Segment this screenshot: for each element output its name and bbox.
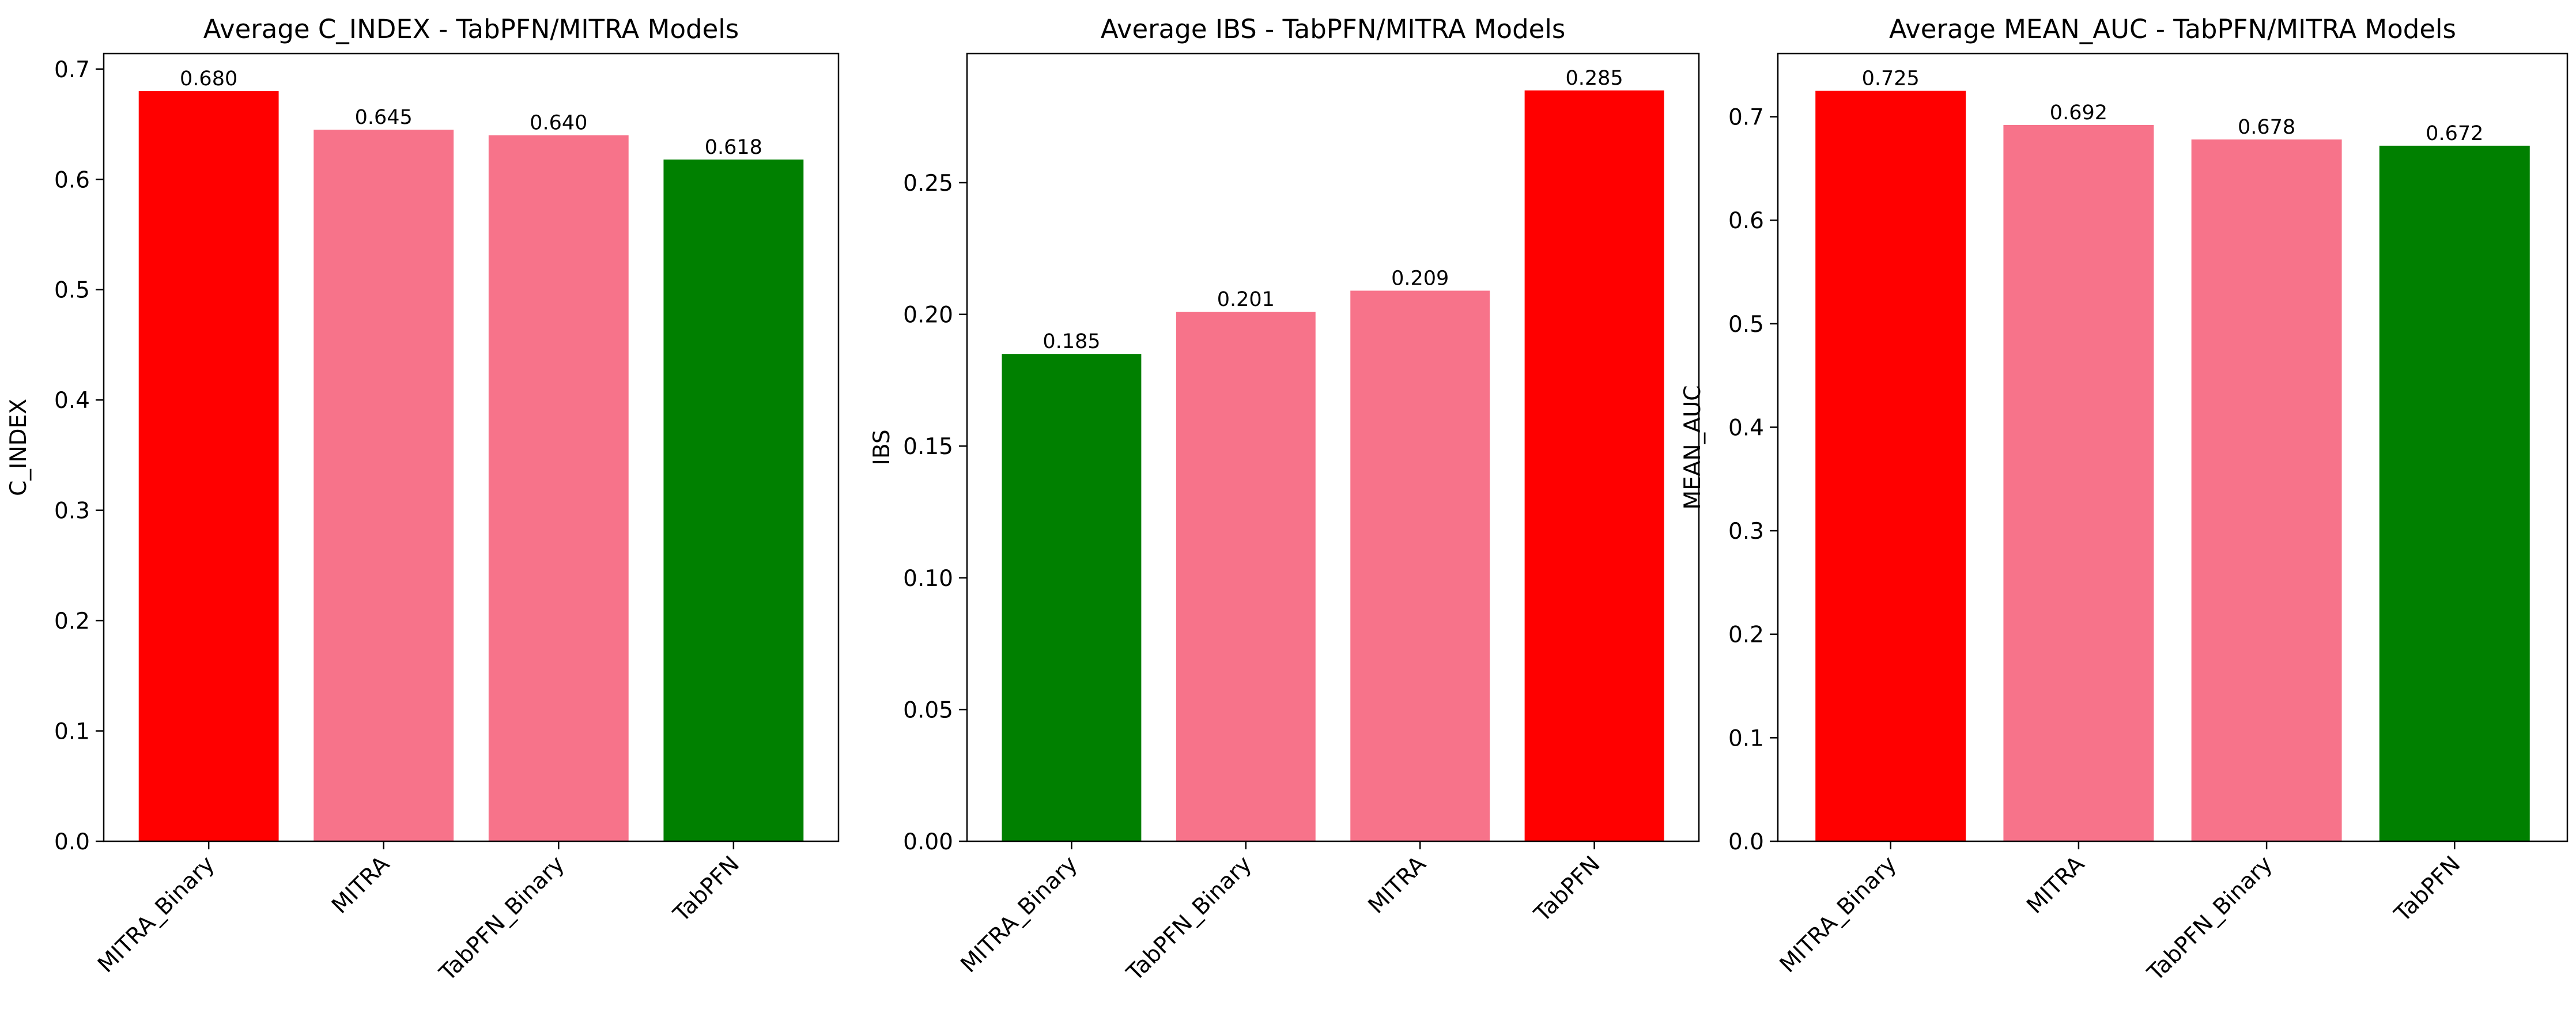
y-tick-label: 0.3 (1728, 519, 1764, 545)
y-tick-label: 0.1 (54, 719, 90, 745)
y-tick-label: 0.0 (1728, 829, 1764, 855)
y-tick-label: 0.2 (1728, 622, 1764, 648)
y-axis-label: IBS (869, 429, 895, 465)
chart-panel-ibs: 0.185 0.201 0.209 0.285 0.00 0.05 0.10 0.15 0.20… (869, 14, 1700, 986)
bar-mitra-binary (1815, 90, 1966, 842)
data-label-mitra-binary: 0.725 (1862, 67, 1920, 90)
y-tick-label: 0.6 (1728, 208, 1764, 234)
x-tick-label-tabpfn: TabPFN (2389, 851, 2465, 927)
y-tick-label: 0.5 (54, 278, 90, 304)
bar-mitra-binary (1002, 354, 1142, 841)
chart-title: Average MEAN_AUC - TabPFN/MITRA Models (1889, 14, 2456, 44)
data-label-mitra: 0.692 (2050, 101, 2107, 124)
x-tick-label-tabpfn: TabPFN (1529, 851, 1605, 927)
x-tick-label-mitra-binary: MITRA_Binary (93, 851, 220, 978)
x-tick-label-mitra-binary: MITRA_Binary (956, 851, 1083, 978)
data-label-mitra-binary: 0.185 (1043, 330, 1100, 353)
x-tick-label-mitra-binary: MITRA_Binary (1775, 851, 1902, 978)
axes-frame (103, 52, 840, 842)
y-tick-label: 0.7 (1728, 105, 1764, 131)
bar-mitra (313, 130, 454, 842)
y-tick-label: 0.6 (54, 167, 90, 193)
bar-tabpfn (663, 159, 804, 841)
bar-tabpfn-binary (1176, 312, 1316, 841)
x-tick-label-tabpfn-binary: TabPFN_Binary (435, 851, 570, 986)
chart-title: Average C_INDEX - TabPFN/MITRA Models (203, 14, 739, 44)
data-label-tabpfn-binary: 0.678 (2238, 116, 2295, 139)
y-tick-label: 0.1 (1728, 725, 1764, 751)
data-label-mitra: 0.645 (355, 106, 413, 129)
y-tick-label: 0.4 (54, 388, 90, 414)
data-label-tabpfn-binary: 0.201 (1217, 288, 1275, 311)
data-label-tabpfn-binary: 0.640 (530, 112, 587, 135)
y-tick-label: 0.05 (903, 697, 953, 723)
data-label-mitra-binary: 0.680 (180, 67, 237, 90)
y-tick-label: 0.5 (1728, 312, 1764, 338)
chart-title: Average IBS - TabPFN/MITRA Models (1101, 14, 1566, 44)
y-tick-label: 0.2 (54, 608, 90, 634)
data-label-tabpfn: 0.672 (2426, 122, 2483, 145)
bar-mitra (1350, 290, 1490, 841)
y-axis-label: MEAN_AUC (1680, 385, 1706, 509)
y-tick-label: 0.4 (1728, 415, 1764, 441)
bar-mitra-binary (138, 91, 279, 842)
y-tick-label: 0.10 (903, 566, 953, 592)
data-label-tabpfn: 0.618 (705, 136, 762, 159)
x-tick-label-tabpfn-binary: TabPFN_Binary (1121, 851, 1257, 986)
bar-mitra (2003, 124, 2154, 841)
x-tick-label-mitra: MITRA (1363, 851, 1431, 919)
axes-frame (966, 52, 1700, 842)
y-tick-label: 0.20 (903, 303, 953, 328)
y-tick-label: 0.0 (54, 829, 90, 855)
bar-tabpfn-binary (2191, 139, 2342, 842)
x-tick-label-mitra: MITRA (327, 851, 395, 919)
x-tick-label-tabpfn: TabPFN (668, 851, 745, 927)
axes-frame (1777, 52, 2569, 842)
y-tick-label: 0.25 (903, 171, 953, 196)
x-tick-label-tabpfn-binary: TabPFN_Binary (2142, 851, 2277, 986)
y-tick-label: 0.00 (903, 829, 953, 855)
y-tick-label: 0.3 (54, 498, 90, 524)
x-tick-label-mitra: MITRA (2022, 851, 2090, 919)
bar-tabpfn (2379, 145, 2530, 841)
chart-panel-mean-auc: 0.725 0.692 0.678 0.672 0.0 0.1 0.2 0.3 0.4 0.5 0.… (1680, 14, 2569, 986)
data-label-mitra: 0.209 (1391, 267, 1449, 290)
bar-tabpfn (1524, 90, 1664, 841)
y-tick-label: 0.15 (903, 434, 953, 460)
chart-panel-c-index: 0.680 0.645 0.640 0.618 0.0 0.1 0.2 0.3 0.4 0.5 0.… (6, 14, 840, 986)
y-tick-label: 0.7 (54, 57, 90, 83)
data-label-tabpfn: 0.285 (1565, 67, 1623, 90)
bar-tabpfn-binary (488, 135, 629, 842)
y-axis-label: C_INDEX (6, 399, 32, 496)
